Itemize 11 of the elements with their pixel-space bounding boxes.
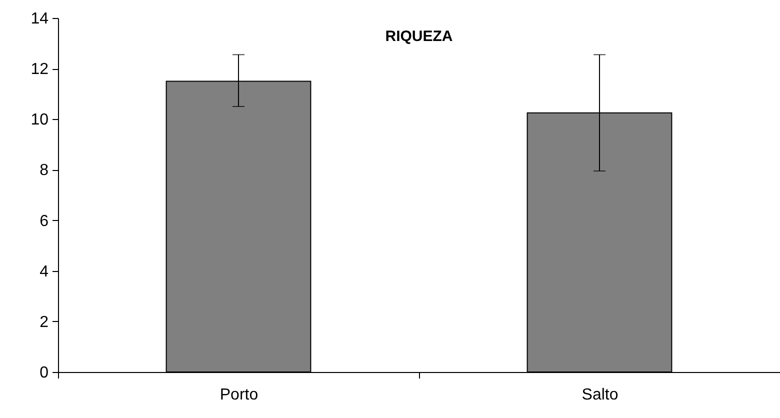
x-tick-label: Porto [220, 386, 258, 404]
text: RIQUEZA [385, 28, 453, 45]
y-tick-label: 4 [40, 263, 49, 280]
y-tick-label: 10 [30, 112, 49, 129]
y-tick-label: 14 [30, 10, 49, 28]
y-tick-label: 8 [40, 162, 49, 180]
y-tick-label: 0 [40, 364, 49, 382]
x-tick-label: Salto [582, 386, 618, 404]
y-tick-label: 6 [40, 212, 49, 230]
y-tick-label: 2 [40, 314, 49, 331]
y-tick-label: 12 [30, 61, 49, 78]
